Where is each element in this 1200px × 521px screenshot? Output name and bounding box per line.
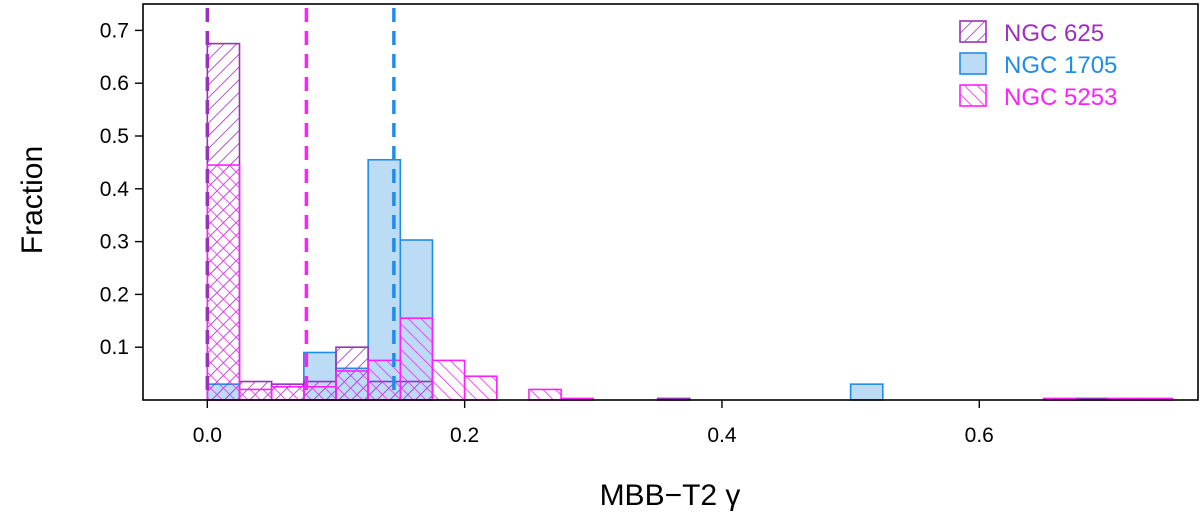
y-axis-ticks: 0.1 0.2 0.3 0.4 0.5 0.6 0.7: [100, 19, 143, 359]
x-axis-ticks: 0.0 0.2 0.4 0.6: [193, 400, 994, 447]
ngc-5253-bar-7: [431, 359, 466, 401]
y-tick-label: 0.7: [100, 19, 129, 42]
x-tick-label: 0.0: [193, 424, 222, 447]
y-tick-label: 0.3: [100, 231, 129, 254]
ngc-625-legend-label: NGC 625: [1004, 20, 1104, 47]
ngc-5253-bar-8: [463, 375, 498, 401]
ngc-5253-bar-9: [528, 388, 562, 401]
y-tick-label: 0.6: [100, 72, 129, 95]
plot-frame: [142, 3, 1199, 401]
x-axis-label: MBB−T2 γ: [600, 479, 741, 512]
median-lines: [205, 8, 396, 400]
ngc-5253-bar-1: [238, 388, 273, 401]
y-tick-label: 0.1: [100, 336, 129, 359]
y-tick-label: 0.4: [100, 178, 130, 201]
ngc-5253-bar-2: [270, 385, 305, 401]
ngc-1705-legend-swatch: [959, 52, 987, 75]
x-tick-label: 0.4: [707, 424, 737, 447]
ngc-5253-legend-swatch: [959, 84, 987, 107]
y-tick-label: 0.5: [100, 125, 129, 148]
ngc-5253-legend-label: NGC 5253: [1004, 84, 1117, 111]
ngc-5253-bar-6: [399, 317, 434, 401]
ngc-5253-bar-4: [335, 370, 369, 401]
y-axis-label: Fraction: [16, 146, 49, 254]
ngc-5253-bar-3: [303, 385, 337, 401]
ngc-1705-bar-5: [849, 383, 884, 401]
x-tick-label: 0.2: [450, 424, 479, 447]
x-tick-label: 0.6: [965, 424, 994, 447]
ngc-625-legend-swatch: [959, 20, 987, 43]
ngc-5253-bar-0: [206, 164, 241, 401]
y-tick-label: 0.2: [100, 283, 129, 306]
legend: NGC 625 NGC 1705 NGC 5253: [959, 20, 1117, 111]
ngc-1705-legend-label: NGC 1705: [1004, 52, 1117, 79]
